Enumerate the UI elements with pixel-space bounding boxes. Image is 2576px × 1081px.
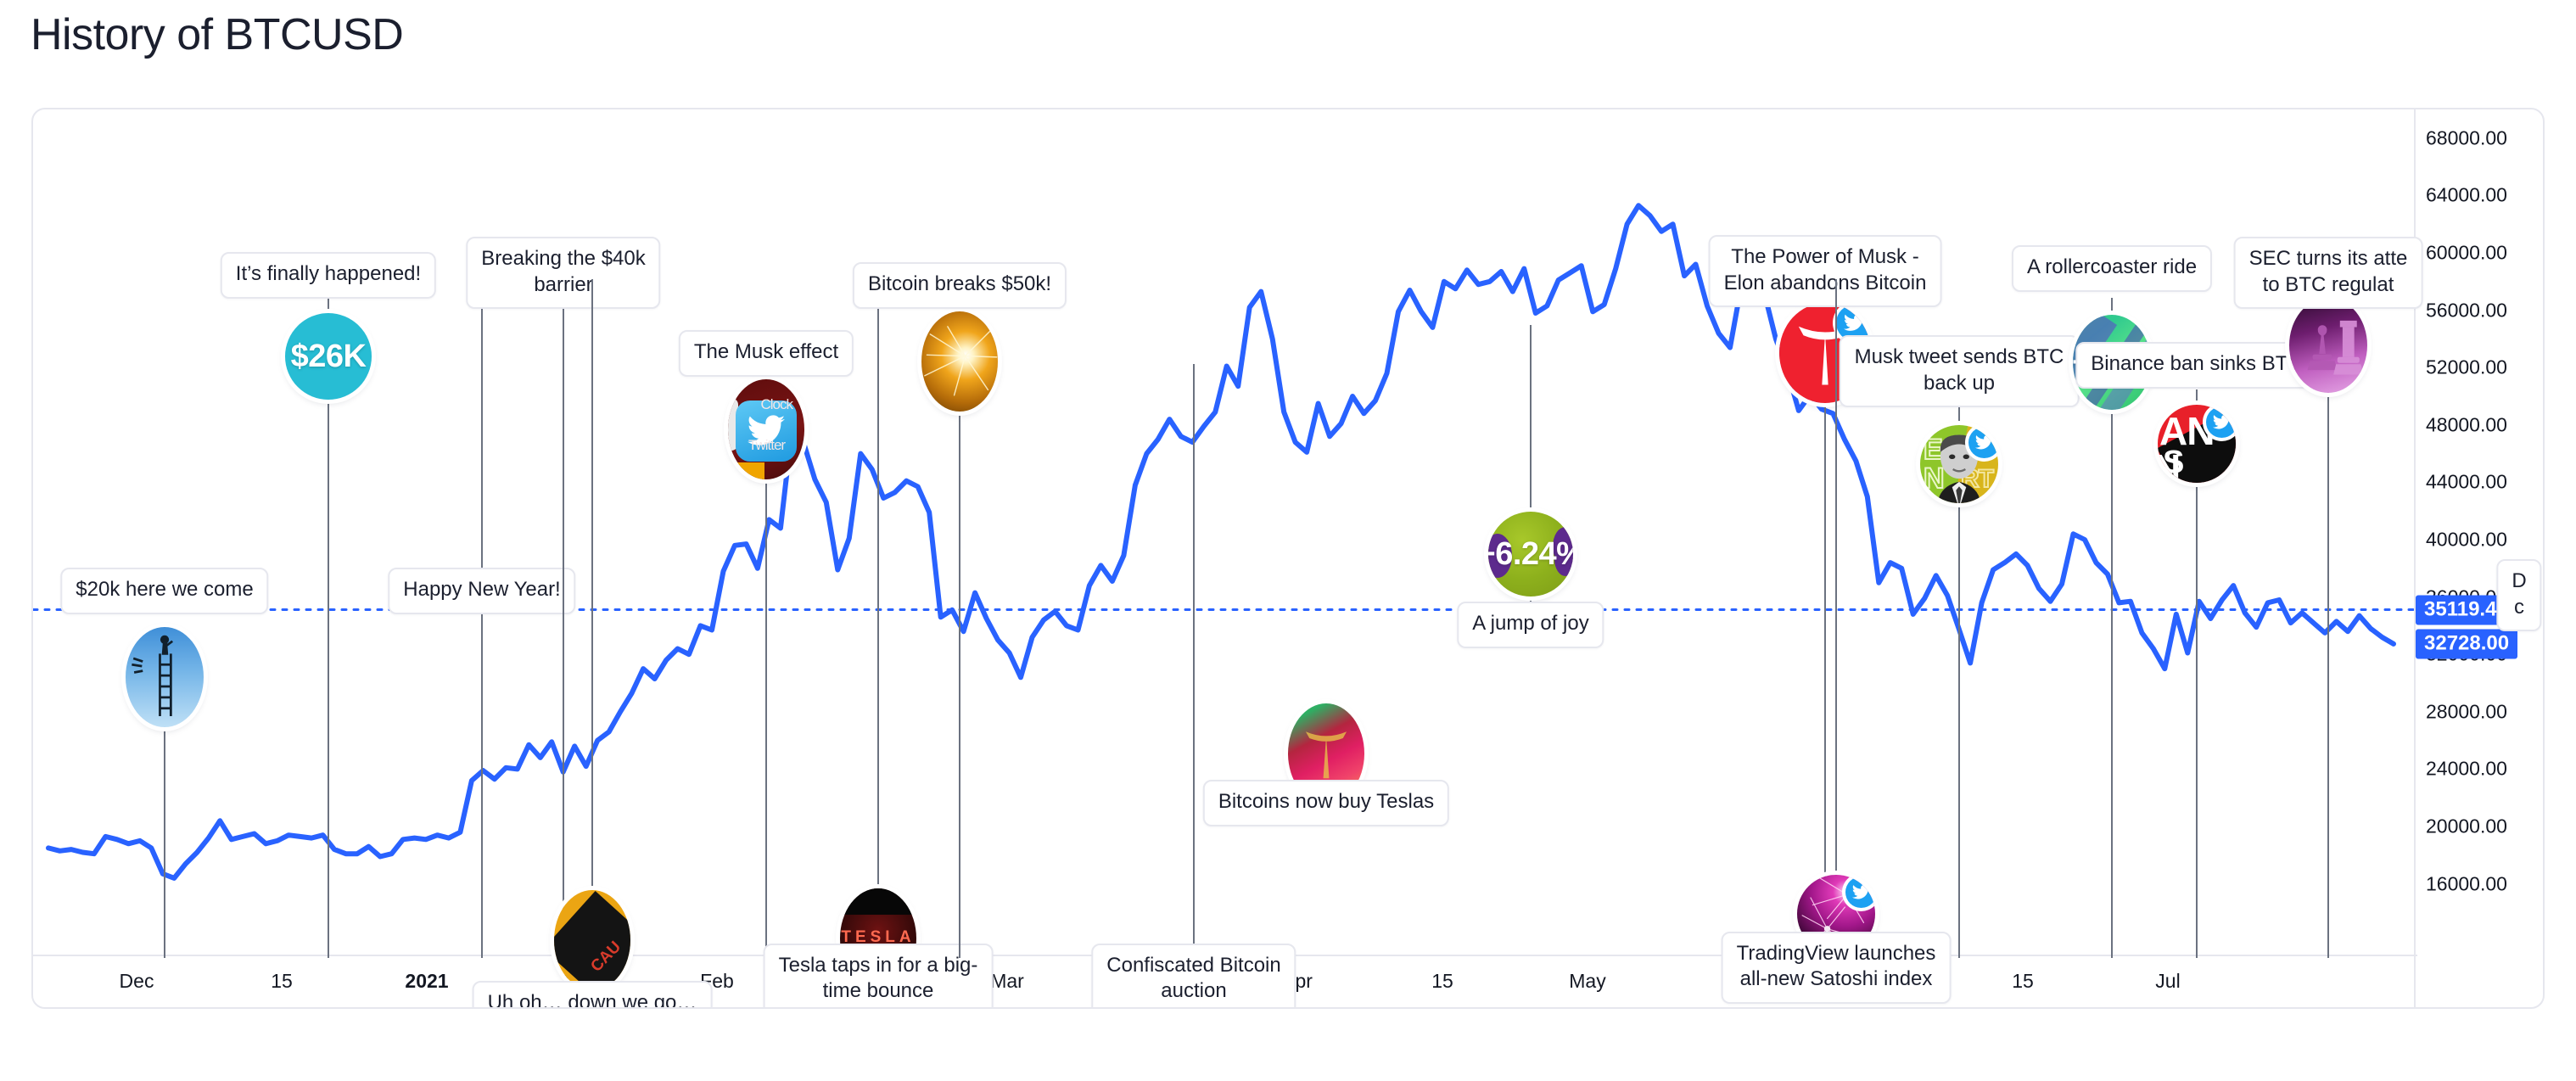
price-polyline bbox=[46, 203, 2396, 881]
annotation-stem bbox=[959, 296, 960, 958]
annotation-label[interactable]: Bitcoin breaks $50k! bbox=[852, 262, 1067, 309]
y-axis-tick: 44000.00 bbox=[2426, 470, 2507, 493]
annotation-label[interactable]: Happy New Year! bbox=[388, 568, 576, 614]
annotations-layer: $20k here we come $26K It’s finally happen… bbox=[33, 109, 2543, 1007]
annotation-stem bbox=[563, 298, 564, 958]
annotation-label[interactable]: TradingView launches all-new Satoshi ind… bbox=[1721, 931, 1952, 1004]
annotation-stem bbox=[164, 627, 165, 958]
y-axis-tick: 64000.00 bbox=[2426, 183, 2507, 206]
annotation-label[interactable]: A jump of joy bbox=[1457, 602, 1604, 648]
y-axis-tick: 24000.00 bbox=[2426, 757, 2507, 780]
annotation-stem bbox=[2196, 389, 2198, 958]
annotation-label[interactable]: Breaking the $40k barrier bbox=[466, 237, 661, 310]
annotation-stem bbox=[591, 279, 593, 1007]
annotation-bubble-caution-sign[interactable]: OHOWNooooooCAU bbox=[554, 890, 630, 990]
annotation-bubble-twitter-app[interactable]: Clock Twitter bbox=[728, 379, 804, 479]
annotation-label[interactable]: $20k here we come bbox=[60, 568, 269, 614]
annotation-label[interactable]: A rollercoaster ride bbox=[2011, 245, 2213, 292]
annotation-label[interactable]: Confiscated Bitcoin auction bbox=[1091, 943, 1296, 1007]
y-axis-tick: 28000.00 bbox=[2426, 700, 2507, 723]
y-axis-tick: 68000.00 bbox=[2426, 126, 2507, 149]
annotation-label[interactable]: Musk tweet sends BTC back up bbox=[1839, 335, 2080, 408]
y-axis: 68000.00 64000.00 60000.00 56000.00 52000.00… bbox=[2414, 109, 2543, 1007]
annotation-label[interactable]: D c bbox=[2496, 559, 2542, 632]
chart-card: Dec15202118Feb15Mar15Apr15May17Jun15Jul … bbox=[31, 108, 2545, 1009]
x-axis-tick: Mar bbox=[990, 970, 1024, 992]
annotation-label[interactable]: Binance ban sinks BTC bbox=[2075, 342, 2318, 389]
annotation-label[interactable]: SEC turns its atte to BTC regulat bbox=[2233, 237, 2423, 310]
twitter-icon bbox=[1836, 305, 1871, 341]
bubble-value-text: $26K bbox=[290, 338, 367, 374]
annotation-label[interactable]: Uh oh… down we go… bbox=[472, 981, 713, 1007]
y-axis-tick: 48000.00 bbox=[2426, 413, 2507, 436]
annotation-bubble-cyan-26k[interactable]: $26K bbox=[285, 313, 372, 400]
annotation-bubble-chess-purple[interactable] bbox=[2289, 298, 2367, 393]
annotation-stem bbox=[877, 279, 879, 1007]
annotation-bubble-ladder-sky[interactable] bbox=[126, 627, 204, 727]
y-axis-tick: 20000.00 bbox=[2426, 815, 2507, 837]
x-axis-tick: 15 bbox=[2012, 970, 2034, 992]
annotation-stem bbox=[328, 293, 329, 958]
annotation-label[interactable]: The Power of Musk - Elon abandons Bitcoi… bbox=[1708, 235, 1942, 308]
annotation-stem bbox=[1530, 325, 1532, 648]
annotation-label[interactable]: The Musk effect bbox=[678, 330, 854, 377]
annotation-bubble-olive-jump[interactable]: +6.24% bbox=[1488, 512, 1573, 597]
y-axis-tick: 40000.00 bbox=[2426, 528, 2507, 551]
annotation-stem bbox=[765, 364, 767, 958]
annotation-label[interactable]: It’s finally happened! bbox=[220, 252, 437, 299]
annotation-label[interactable]: Bitcoins now buy Teslas bbox=[1202, 780, 1450, 826]
x-axis-tick: Jul bbox=[2155, 970, 2181, 992]
twitter-icon bbox=[1968, 427, 1998, 458]
price-badge[interactable]: 32728.00 bbox=[2416, 629, 2518, 659]
annotation-bubble-elon-portrait[interactable]: E N RT bbox=[1920, 425, 1998, 503]
y-axis-tick: 16000.00 bbox=[2426, 872, 2507, 895]
annotation-bubble-sparkler[interactable] bbox=[921, 311, 998, 412]
twitter-icon bbox=[2206, 406, 2236, 438]
x-axis-tick: Dec bbox=[119, 970, 154, 992]
y-axis-tick: 60000.00 bbox=[2426, 241, 2507, 264]
annotation-bubble-ban-sinks[interactable]: ANN SINS bbox=[2158, 405, 2236, 483]
annotation-stem bbox=[1958, 406, 1960, 958]
annotation-stem bbox=[481, 279, 483, 958]
y-axis-tick: 56000.00 bbox=[2426, 299, 2507, 322]
bubble-value-text: +6.24% bbox=[1488, 535, 1573, 572]
annotation-stem bbox=[2111, 298, 2113, 958]
x-axis-tick: May bbox=[1569, 970, 1606, 992]
annotation-stem bbox=[1193, 364, 1195, 1007]
page-title: History of BTCUSD bbox=[31, 10, 404, 59]
x-axis-tick: 15 bbox=[1431, 970, 1453, 992]
annotation-stem bbox=[1824, 288, 1826, 958]
annotation-stem bbox=[2327, 286, 2329, 958]
annotation-stem bbox=[1835, 279, 1837, 1004]
x-axis-tick: 15 bbox=[271, 970, 293, 992]
y-axis-tick: 52000.00 bbox=[2426, 356, 2507, 378]
twitter-icon bbox=[1845, 877, 1875, 908]
annotation-label[interactable]: Tesla taps in for a big- time bounce bbox=[763, 943, 994, 1007]
y-axis-divider bbox=[2414, 109, 2416, 1007]
x-axis-tick: 2021 bbox=[405, 970, 449, 992]
